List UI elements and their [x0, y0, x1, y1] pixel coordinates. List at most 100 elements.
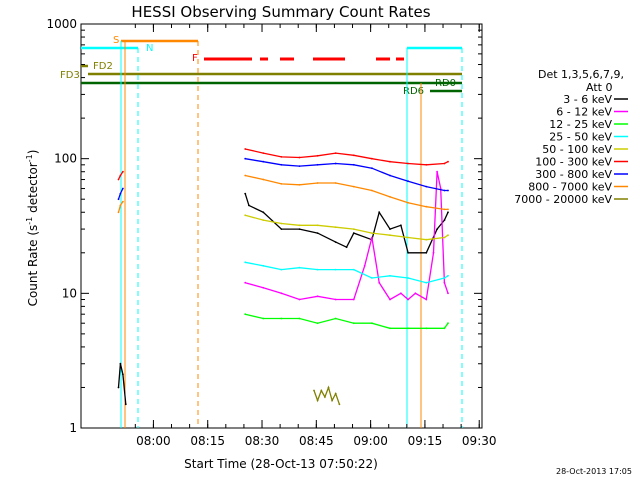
x-tick-label: 08:00: [136, 434, 171, 448]
series-1-point: [371, 236, 373, 239]
series-0-point: [443, 219, 446, 222]
series-6-point: [122, 187, 124, 190]
series-2-point: [244, 313, 247, 316]
series-3-point: [407, 277, 409, 279]
series-1-point: [316, 295, 319, 298]
series-7: [117, 174, 449, 214]
x-tick-label: 08:45: [299, 434, 334, 448]
series-8-point: [324, 396, 326, 398]
legend-label-3: 25 - 50 keV: [549, 131, 612, 144]
series-6-point: [316, 163, 319, 166]
series-4-point: [407, 236, 409, 239]
flag-rd0-label: RD0: [435, 78, 456, 89]
series-5-point: [352, 154, 355, 157]
y-axis-label-sup2: -1: [25, 154, 34, 162]
y-axis-label-sup1: -1: [25, 217, 34, 225]
x-tick-label: 08:30: [245, 434, 280, 448]
series-0-point: [244, 192, 247, 195]
y-axis: 1 10 100 1000: [46, 17, 482, 435]
series-0-point: [316, 232, 319, 235]
series-0-point: [378, 211, 381, 214]
series-1-point: [363, 264, 366, 267]
series-2: [244, 313, 449, 330]
series-3-point: [389, 274, 391, 277]
series-0-point: [280, 228, 283, 231]
series-3-point: [443, 277, 446, 279]
y-tick-label: 1000: [46, 17, 77, 31]
series-7-point: [122, 200, 124, 203]
legend-label-1: 6 - 12 keV: [556, 106, 612, 119]
series-0-point: [352, 232, 355, 235]
series-6-point: [371, 167, 373, 170]
series-2-point: [443, 327, 446, 330]
series-0-point: [119, 362, 122, 365]
series-4-point: [352, 228, 355, 231]
series-8-point: [320, 389, 323, 392]
series-5-point: [316, 154, 319, 157]
series-1-point: [443, 281, 446, 284]
series-0-point: [298, 228, 301, 231]
series-4-point: [244, 214, 247, 217]
series-0-point: [345, 246, 348, 249]
series-0-point: [122, 373, 124, 376]
series-6-point: [298, 165, 301, 168]
series-5-point: [262, 152, 265, 155]
series-3-point: [334, 268, 337, 271]
series-2-point: [447, 322, 449, 325]
series-4-point: [298, 224, 301, 227]
series-1-point: [425, 298, 428, 301]
series-3: [244, 261, 449, 284]
series-0-point: [400, 224, 402, 227]
series-7-point: [443, 208, 446, 211]
legend-label-5: 100 - 300 keV: [535, 156, 612, 169]
series-4-point: [316, 224, 319, 227]
series-4-point: [262, 219, 265, 222]
y-tick-label: 1: [69, 421, 77, 435]
series-4: [244, 214, 449, 241]
series-1: [244, 170, 449, 301]
series-6-point: [262, 160, 265, 163]
series-6-point: [407, 180, 409, 183]
series-6-point: [443, 189, 446, 192]
y-axis-label-end: ): [26, 150, 40, 155]
series-6-point: [425, 185, 428, 188]
series-6-point: [244, 157, 247, 160]
legend-header-2: Att 0: [586, 81, 612, 94]
series-6-point: [117, 198, 120, 201]
series-8-point: [327, 386, 330, 389]
series-6: [117, 157, 449, 201]
flag-fd2-label: FD2: [93, 61, 113, 72]
series-6-point: [119, 192, 122, 195]
series-1-point: [407, 298, 409, 301]
legend-label-6: 300 - 800 keV: [535, 168, 612, 181]
series-6-point: [334, 162, 337, 165]
series-7-point: [117, 211, 120, 214]
series-1-segment-0: [245, 171, 449, 301]
legend-header-1: Det 1,3,5,6,7,9,: [538, 68, 624, 81]
series-3-point: [280, 268, 283, 271]
series-1-point: [262, 286, 265, 289]
series-2-point: [352, 322, 355, 325]
series-1-point: [378, 281, 381, 284]
series-7-point: [316, 182, 319, 184]
series-8-point: [331, 399, 333, 402]
observing-flags: S N F FD2 FD3 RD0 RD6: [60, 35, 462, 97]
legend-label-4: 50 - 100 keV: [542, 143, 612, 156]
series-2-point: [316, 322, 319, 325]
series-5-point: [425, 163, 428, 166]
series-5: [117, 148, 449, 181]
series-0-point: [117, 386, 120, 389]
series-1-point: [389, 298, 391, 301]
series-0-point: [334, 241, 337, 244]
x-tick-label: 09:30: [462, 434, 497, 448]
flag-f-label: F: [192, 53, 198, 64]
series-7-point: [407, 201, 409, 204]
x-tick-label: 09:00: [353, 434, 388, 448]
series-0-point: [407, 251, 409, 254]
series-7-point: [280, 183, 283, 185]
series-1-point: [280, 292, 283, 295]
y-tick-label: 10: [62, 286, 77, 300]
y-axis-label-main: Count Rate (s: [26, 225, 40, 307]
series-8-point: [316, 399, 319, 402]
